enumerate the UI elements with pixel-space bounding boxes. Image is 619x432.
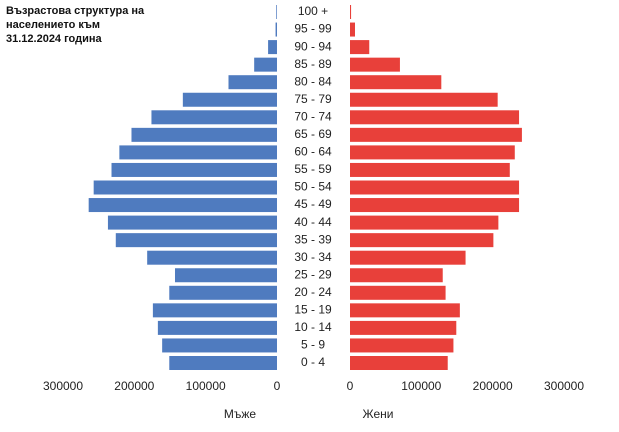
- category-label: 25 - 29: [294, 267, 332, 281]
- bar: [169, 356, 277, 370]
- x-tick-label: 0: [347, 379, 354, 393]
- bar: [162, 338, 277, 353]
- category-label: 85 - 89: [294, 57, 332, 71]
- category-label: 75 - 79: [294, 92, 332, 106]
- category-label: 20 - 24: [294, 285, 332, 299]
- category-label: 70 - 74: [294, 109, 332, 123]
- bar: [131, 127, 277, 142]
- bar: [350, 180, 520, 195]
- category-label: 80 - 84: [294, 74, 332, 88]
- category-label: 95 - 99: [294, 22, 332, 36]
- chart-title: Възрастова структура на населението към …: [6, 5, 145, 45]
- x-tick-label: 300000: [544, 379, 584, 393]
- x-tick-label: 0: [274, 379, 281, 393]
- bar: [350, 22, 355, 37]
- category-label: 5 - 9: [301, 338, 325, 352]
- category-label: 65 - 69: [294, 127, 332, 141]
- x-tick-label: 100000: [401, 379, 441, 393]
- category-label: 60 - 64: [294, 145, 332, 159]
- bar: [350, 268, 443, 283]
- bar: [350, 110, 520, 125]
- category-label: 55 - 59: [294, 162, 332, 176]
- category-label: 30 - 34: [294, 250, 332, 264]
- bar: [350, 320, 457, 335]
- bar: [275, 22, 277, 37]
- bar: [350, 233, 494, 248]
- bar: [350, 215, 499, 230]
- category-label: 0 - 4: [301, 355, 325, 369]
- bar: [228, 75, 277, 90]
- bar: [93, 180, 277, 195]
- bar: [350, 127, 522, 142]
- bar: [350, 250, 466, 265]
- x-tick-label: 200000: [114, 379, 154, 393]
- bar: [350, 92, 498, 107]
- bar: [350, 303, 460, 318]
- category-label: 10 - 14: [294, 320, 332, 334]
- bar: [147, 250, 277, 265]
- category-label: 35 - 39: [294, 232, 332, 246]
- x-tick-label: 100000: [186, 379, 226, 393]
- x-tick-label: 200000: [473, 379, 513, 393]
- bar: [254, 57, 277, 72]
- category-label: 100 +: [298, 4, 328, 18]
- bar: [88, 198, 278, 213]
- bar: [152, 303, 277, 318]
- bar: [350, 40, 370, 55]
- bar: [350, 5, 352, 19]
- bar: [350, 57, 400, 72]
- bar: [174, 268, 277, 283]
- bar: [182, 92, 277, 107]
- bar: [119, 145, 277, 160]
- bar: [350, 338, 454, 353]
- axis-name: Мъже: [224, 407, 257, 421]
- bar: [350, 75, 442, 90]
- category-label: 15 - 19: [294, 303, 332, 317]
- bar: [115, 233, 277, 248]
- bar: [157, 320, 277, 335]
- category-label: 40 - 44: [294, 215, 332, 229]
- bar: [169, 285, 277, 300]
- bar: [111, 162, 277, 177]
- bar: [350, 198, 520, 213]
- bar: [350, 285, 446, 300]
- bar: [107, 215, 277, 230]
- category-label: 90 - 94: [294, 39, 332, 53]
- axis-name: Жени: [363, 407, 394, 421]
- bar: [350, 145, 515, 160]
- x-tick-label: 300000: [43, 379, 83, 393]
- bar: [350, 356, 448, 370]
- bar: [350, 162, 510, 177]
- bar: [151, 110, 277, 125]
- bar: [268, 40, 277, 55]
- category-label: 50 - 54: [294, 180, 332, 194]
- category-label: 45 - 49: [294, 197, 332, 211]
- bar: [276, 5, 277, 19]
